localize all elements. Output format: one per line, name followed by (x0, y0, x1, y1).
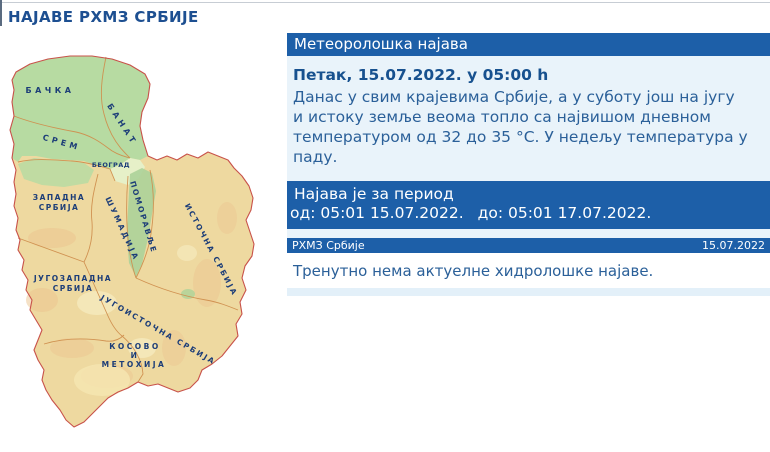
panel-spacer (287, 229, 770, 238)
serbia-map-svg[interactable]: БАЧКА БАНАТ СРЕМ БЕОГРАД ЗАПАДНА СРБИЈА … (2, 48, 274, 440)
region-label-jugozapadna-srbija-2[interactable]: СРБИЈА (53, 284, 94, 293)
meteo-content: Петак, 15.07.2022. у 05:00 h Данас у сви… (287, 56, 770, 181)
period-title: Најава је за период (294, 185, 454, 203)
hydro-strip (287, 288, 770, 296)
hydro-status-text: Тренутно нема актуелне хидролошке најаве… (293, 262, 654, 280)
region-borders (13, 56, 239, 383)
region-label-beograd[interactable]: БЕОГРАД (92, 161, 130, 169)
region-label-zapadna-srbija-2[interactable]: СРБИЈА (39, 203, 80, 212)
relief-shading (26, 202, 237, 396)
period-from: од: 05:01 15.07.2022. (290, 204, 464, 222)
source-label: РХМЗ Србије (292, 239, 365, 252)
period-range: од: 05:01 15.07.2022. до: 05:01 17.07.20… (287, 204, 770, 223)
region-label-backa[interactable]: БАЧКА (26, 86, 75, 95)
region-label-zapadna-srbija-1[interactable]: ЗАПАДНА (33, 193, 85, 202)
page-title: НАЈАВЕ РХМЗ СРБИЈЕ (8, 8, 199, 26)
serbia-map[interactable]: БАЧКА БАНАТ СРЕМ БЕОГРАД ЗАПАДНА СРБИЈА … (2, 48, 274, 440)
region-label-kosovo-3[interactable]: МЕТОХИЈА (102, 360, 167, 369)
meteo-header-label: Метеоролошка најава (294, 35, 468, 53)
meteo-datetime: Петак, 15.07.2022. у 05:00 h (293, 66, 549, 84)
region-label-jugozapadna-srbija-1[interactable]: ЈУГОЗАПАДНА (33, 274, 112, 283)
window-edge-artifact (0, 0, 2, 26)
region-vojvodina[interactable] (10, 56, 150, 169)
country-border (9, 55, 255, 428)
source-date: 15.07.2022 (702, 239, 765, 252)
source-bar: РХМЗ Србије 15.07.2022 (287, 238, 770, 253)
lowland-patch-macva (18, 158, 94, 187)
meteo-body-text: Данас у свим крајевима Србије, а у субот… (293, 88, 748, 166)
announcement-panel: Метеоролошка најава Петак, 15.07.2022. у… (287, 33, 770, 296)
lowland-strip-pomoravlje (127, 168, 156, 277)
top-divider (0, 2, 770, 3)
region-label-kosovo-2[interactable]: И (131, 351, 140, 360)
region-label-kosovo-1[interactable]: КОСОВО (109, 342, 160, 351)
period-to: до: 05:01 17.07.2022. (477, 204, 652, 222)
meteo-header-bar: Метеоролошка најава (287, 33, 770, 56)
hydro-section: Тренутно нема актуелне хидролошке најаве… (287, 253, 770, 296)
period-bar: Најава је за период од: 05:01 15.07.2022… (287, 181, 770, 229)
